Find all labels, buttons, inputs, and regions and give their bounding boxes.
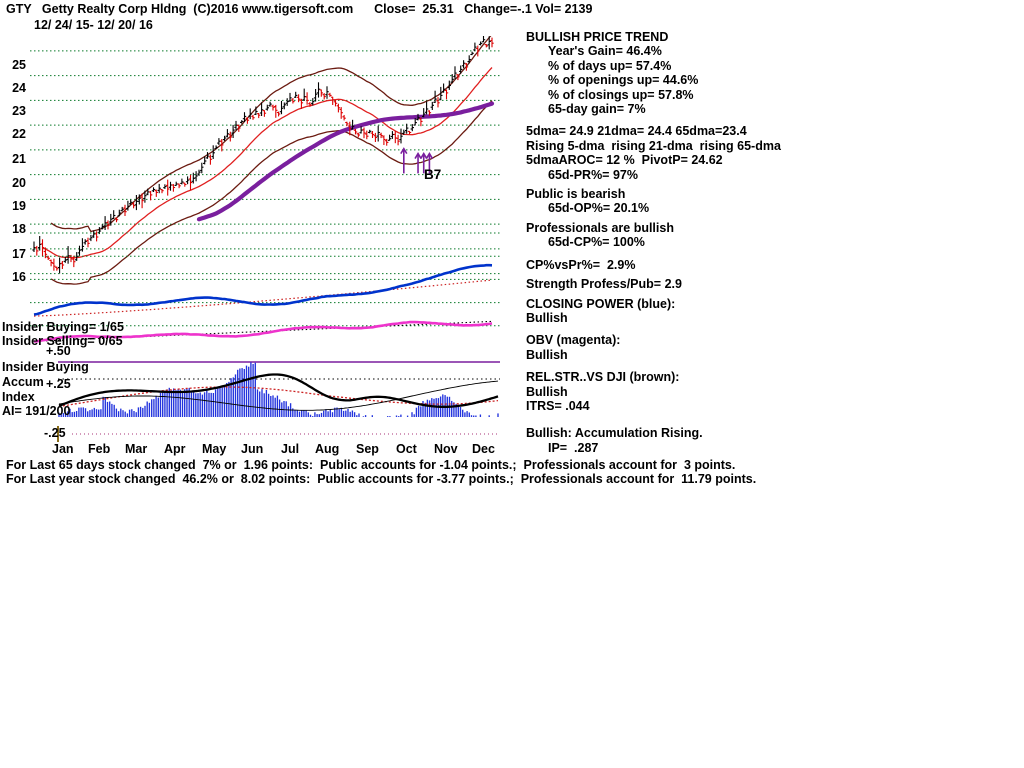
y-axis-label-21: 21 [12,152,26,166]
strength-profess-pub: Strength Profess/Pub= 2.9 [526,277,682,292]
month-label-feb: Feb [88,442,111,456]
bullish-price-trend-title: BULLISH PRICE TREND [526,30,669,44]
dma-values: 5dma= 24.9 21dma= 24.4 65dma=23.4 [526,124,747,139]
ai-label-line2: Accum [2,375,44,389]
itrs-value: ITRS= .044 [526,398,590,413]
price-chart-pane[interactable] [30,36,500,286]
level-label-plus50: +.50 [46,344,71,358]
y-axis-label-25: 25 [12,58,26,72]
month-label-mar: Mar [125,442,148,456]
cp-vs-pr: CP%vsPr%= 2.9% [526,257,636,272]
month-label-jun: Jun [241,442,264,456]
month-label-nov: Nov [434,442,458,456]
y-axis-label-22: 22 [12,127,26,141]
pct-closings-up: % of closings up= 57.8% [548,87,694,102]
footer-year-summary: For Last year stock changed 46.2% or 8.0… [6,472,757,486]
gain-65-day: 65-day gain= 7% [548,102,646,117]
relstr-title: REL.STR..VS DJI (brown): [526,370,680,385]
ip-value: IP= .287 [548,440,599,455]
header-date-range: 12/ 24/ 15- 12/ 20/ 16 [34,18,153,32]
obv-title: OBV (magenta): [526,333,621,348]
cp-65day: 65d-CP%= 100% [548,235,645,250]
month-label-jul: Jul [281,442,300,456]
x-axis-month-labels: Jan Feb Mar Apr May Jun Jul Aug Sep Oct … [0,442,520,458]
header-title-line: GTY Getty Realty Corp Hldng (C)2016 www.… [6,2,593,16]
level-label-minus25: -.25 [44,426,66,440]
aroc-pivot: 5dmaAROC= 12 % PivotP= 24.62 [526,153,723,168]
op-65day: 65d-OP%= 20.1% [548,201,650,216]
y-axis-label-16: 16 [12,270,26,284]
pct-openings-up: % of openings up= 44.6% [548,73,699,88]
accumulation-status: Bullish: Accumulation Rising. [526,426,703,441]
closing-power-value: Bullish [526,310,568,325]
accumulation-index-svg [58,361,500,417]
y-axis-label-23: 23 [12,104,26,118]
closing-power-obv-pane[interactable] [30,225,500,345]
month-label-aug: Aug [315,442,340,456]
month-label-dec: Dec [472,442,495,456]
footer-65day-summary: For Last 65 days stock changed 7% or 1.9… [6,458,736,472]
y-axis-label-20: 20 [12,176,26,190]
ai-label-line3: Index [2,390,35,404]
dma-rising-status: Rising 5-dma rising 21-dma rising 65-dma [526,138,781,153]
month-label-apr: Apr [164,442,186,456]
y-axis-label-18: 18 [12,222,26,236]
y-axis-label-19: 19 [12,199,26,213]
closing-power-title: CLOSING POWER (blue): [526,296,676,311]
years-gain: Year's Gain= 46.4% [548,44,662,59]
month-label-jan: Jan [52,442,74,456]
y-axis-label-17: 17 [12,247,26,261]
indicator-info-panel: BULLISH PRICE TREND Year's Gain= 46.4% %… [526,30,856,455]
y-axis-label-24: 24 [12,81,26,95]
insider-buying-count: Insider Buying= 1/65 [2,320,124,334]
insider-selling-count: Insider Selling= 0/65 [2,334,123,348]
ai-label-line1: Insider Buying [2,360,89,374]
relstr-value: Bullish [526,384,568,399]
price-chart-svg [30,36,500,285]
month-label-oct: Oct [396,442,417,456]
accumulation-index-pane[interactable] [58,360,500,418]
buy-signal-label-b7: B7 [424,167,442,182]
level-label-plus25: +.25 [46,377,71,391]
ai-baseline-svg [57,426,500,442]
obv-value: Bullish [526,347,568,362]
closing-power-svg [30,232,500,343]
pr-65day: 65d-PR%= 97% [548,167,638,182]
ai-index-value: AI= 191/200 [2,404,71,418]
public-status: Public is bearish [526,187,626,202]
month-label-sep: Sep [356,442,379,456]
pct-days-up: % of days up= 57.4% [548,58,672,73]
professionals-status: Professionals are bullish [526,220,674,235]
month-label-may: May [202,442,227,456]
